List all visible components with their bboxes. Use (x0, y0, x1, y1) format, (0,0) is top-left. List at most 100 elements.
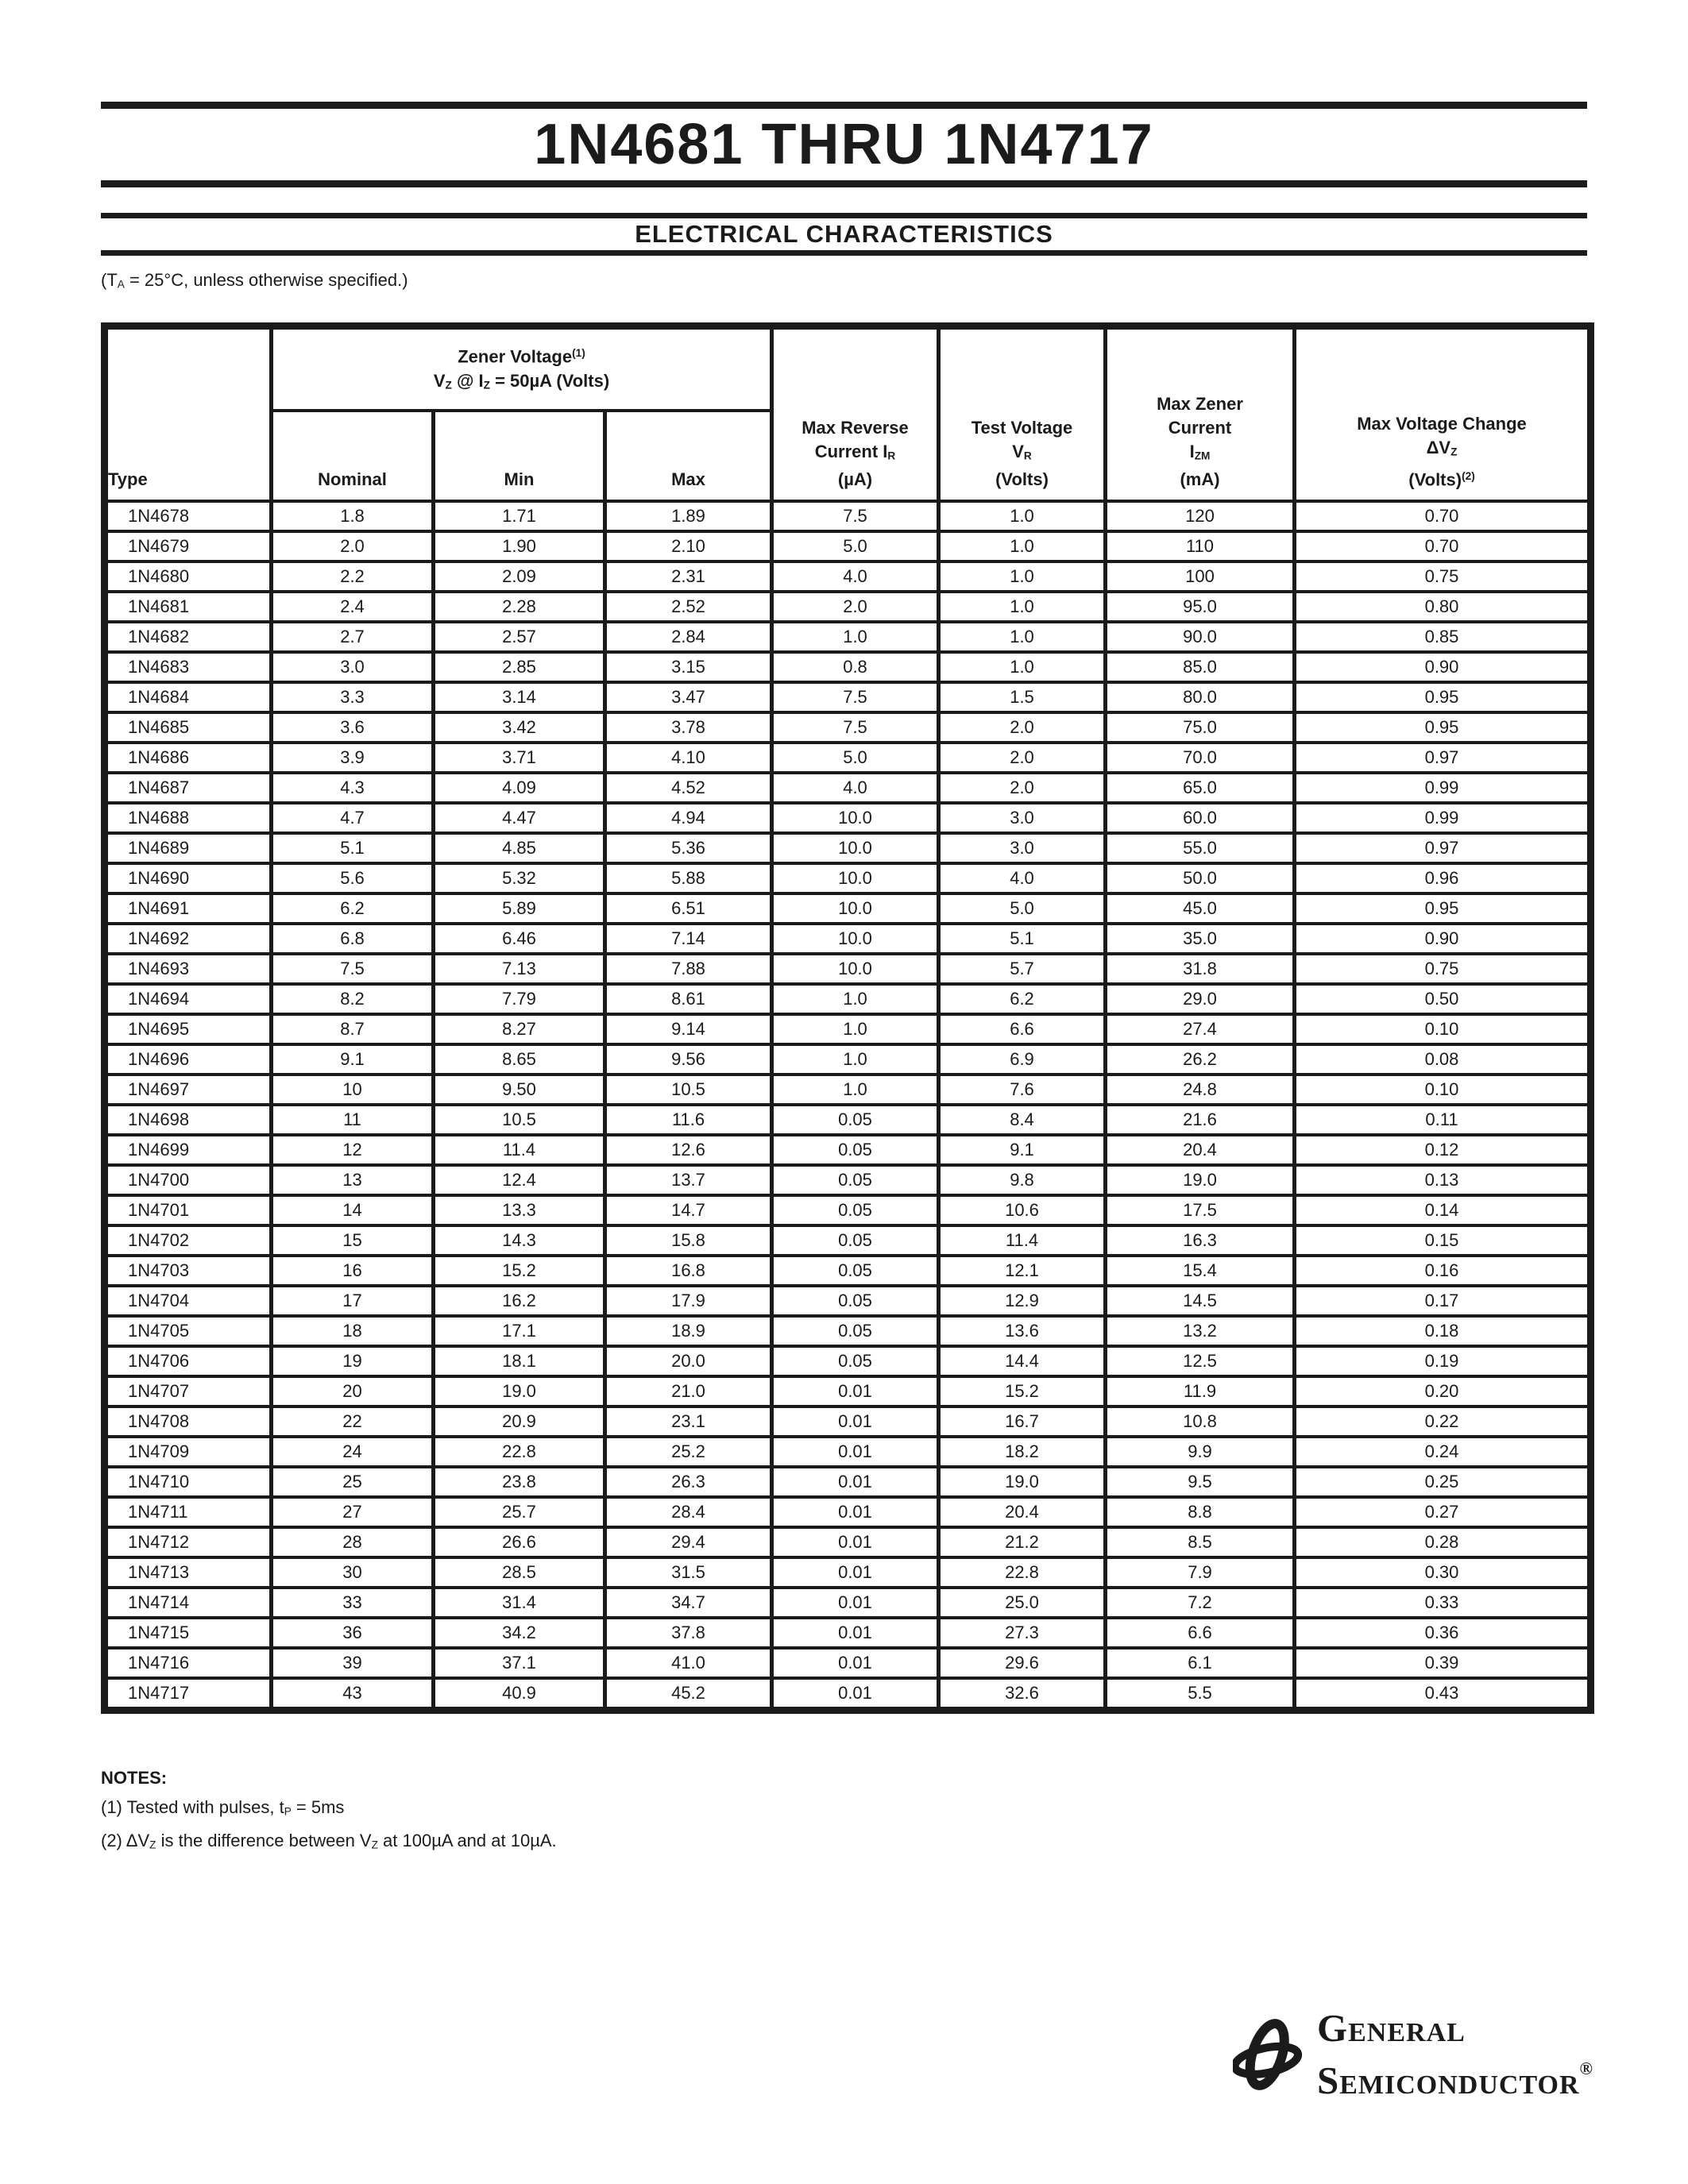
value-cell: 39 (269, 1646, 435, 1680)
value-cell: 29.0 (1103, 982, 1296, 1016)
value-cell: 0.99 (1292, 801, 1593, 835)
value-cell: 1.0 (770, 982, 941, 1016)
value-cell: 0.43 (1292, 1677, 1593, 1712)
type-cell: 1N4694 (102, 982, 273, 1016)
value-cell: 26.2 (1103, 1043, 1296, 1076)
value-cell: 4.10 (603, 741, 774, 774)
notes-section: NOTES: (1) Tested with pulses, tP = 5ms … (101, 1763, 1587, 1860)
value-cell: 0.05 (770, 1103, 941, 1136)
column-header-type: Type (102, 324, 273, 503)
value-cell: 2.85 (431, 650, 607, 684)
type-cell: 1N4700 (102, 1163, 273, 1197)
value-cell: 0.10 (1292, 1073, 1593, 1106)
value-cell: 5.1 (269, 832, 435, 865)
brand-line1: General (1317, 2006, 1466, 2050)
manufacturer-name: General Semiconductor® (1317, 2008, 1593, 2101)
value-cell: 0.50 (1292, 982, 1593, 1016)
value-cell: 65.0 (1103, 771, 1296, 805)
table-row: 1N4714 33 31.4 34.7 0.01 25.0 7.2 0.33 (102, 1586, 1593, 1619)
value-cell: 0.75 (1292, 560, 1593, 593)
value-cell: 85.0 (1103, 650, 1296, 684)
table-row: 1N4692 6.8 6.46 7.14 10.0 5.1 35.0 0.90 (102, 922, 1593, 955)
type-cell: 1N4705 (102, 1314, 273, 1348)
value-cell: 13.7 (603, 1163, 774, 1197)
table-row: 1N4680 2.2 2.09 2.31 4.0 1.0 100 0.75 (102, 560, 1593, 593)
value-cell: 2.0 (770, 590, 941, 623)
value-cell: 0.85 (1292, 620, 1593, 654)
table-row: 1N4704 17 16.2 17.9 0.05 12.9 14.5 0.17 (102, 1284, 1593, 1318)
value-cell: 31.4 (431, 1586, 607, 1619)
type-cell: 1N4706 (102, 1345, 273, 1378)
value-cell: 0.10 (1292, 1013, 1593, 1046)
table-row: 1N4708 22 20.9 23.1 0.01 16.7 10.8 0.22 (102, 1405, 1593, 1438)
spacer (101, 187, 1587, 213)
value-cell: 11.4 (937, 1224, 1107, 1257)
table-row: 1N4686 3.9 3.71 4.10 5.0 2.0 70.0 0.97 (102, 741, 1593, 774)
type-cell: 1N4704 (102, 1284, 273, 1318)
value-cell: 9.5 (1103, 1465, 1296, 1499)
value-cell: 95.0 (1103, 590, 1296, 623)
value-cell: 0.95 (1292, 681, 1593, 714)
value-cell: 1.89 (603, 500, 774, 533)
type-cell: 1N4709 (102, 1435, 273, 1468)
value-cell: 16 (269, 1254, 435, 1287)
value-cell: 4.85 (431, 832, 607, 865)
value-cell: 0.24 (1292, 1435, 1593, 1468)
table-row: 1N4691 6.2 5.89 6.51 10.0 5.0 45.0 0.95 (102, 892, 1593, 925)
type-cell: 1N4702 (102, 1224, 273, 1257)
value-cell: 2.0 (937, 771, 1107, 805)
value-cell: 9.9 (1103, 1435, 1296, 1468)
value-cell: 0.90 (1292, 922, 1593, 955)
value-cell: 9.1 (937, 1133, 1107, 1167)
value-cell: 50.0 (1103, 862, 1296, 895)
value-cell: 10 (269, 1073, 435, 1106)
value-cell: 15 (269, 1224, 435, 1257)
type-cell: 1N4711 (102, 1495, 273, 1529)
value-cell: 7.5 (770, 681, 941, 714)
value-cell: 2.0 (269, 530, 435, 563)
value-cell: 0.25 (1292, 1465, 1593, 1499)
value-cell: 0.05 (770, 1314, 941, 1348)
value-cell: 3.9 (269, 741, 435, 774)
value-cell: 43 (269, 1677, 435, 1712)
value-cell: 0.33 (1292, 1586, 1593, 1619)
value-cell: 0.20 (1292, 1375, 1593, 1408)
column-header-max-zener-current: Max Zener Current IZM (mA) (1103, 324, 1296, 503)
value-cell: 27.3 (937, 1616, 1107, 1650)
table-row: 1N4707 20 19.0 21.0 0.01 15.2 11.9 0.20 (102, 1375, 1593, 1408)
value-cell: 15.8 (603, 1224, 774, 1257)
value-cell: 4.47 (431, 801, 607, 835)
value-cell: 15.2 (431, 1254, 607, 1287)
value-cell: 3.47 (603, 681, 774, 714)
value-cell: 25.7 (431, 1495, 607, 1529)
value-cell: 10.0 (770, 952, 941, 986)
page-content: 1N4681 THRU 1N4717 ELECTRICAL CHARACTERI… (101, 0, 1594, 1860)
value-cell: 13.2 (1103, 1314, 1296, 1348)
value-cell: 2.31 (603, 560, 774, 593)
table-row: 1N4694 8.2 7.79 8.61 1.0 6.2 29.0 0.50 (102, 982, 1593, 1016)
value-cell: 0.01 (770, 1405, 941, 1438)
value-cell: 11.4 (431, 1133, 607, 1167)
value-cell: 0.90 (1292, 650, 1593, 684)
value-cell: 6.2 (937, 982, 1107, 1016)
type-cell: 1N4710 (102, 1465, 273, 1499)
table-row: 1N4690 5.6 5.32 5.88 10.0 4.0 50.0 0.96 (102, 862, 1593, 895)
manufacturer-logo: General Semiconductor® (1233, 2008, 1593, 2101)
value-cell: 7.5 (770, 711, 941, 744)
table-row: 1N4700 13 12.4 13.7 0.05 9.8 19.0 0.13 (102, 1163, 1593, 1197)
type-cell: 1N4717 (102, 1677, 273, 1712)
value-cell: 8.5 (1103, 1526, 1296, 1559)
value-cell: 41.0 (603, 1646, 774, 1680)
type-cell: 1N4678 (102, 500, 273, 533)
value-cell: 1.0 (937, 560, 1107, 593)
value-cell: 28.5 (431, 1556, 607, 1589)
type-cell: 1N4688 (102, 801, 273, 835)
value-cell: 0.01 (770, 1495, 941, 1529)
value-cell: 3.42 (431, 711, 607, 744)
value-cell: 6.9 (937, 1043, 1107, 1076)
table-row: 1N4715 36 34.2 37.8 0.01 27.3 6.6 0.36 (102, 1616, 1593, 1650)
table-row: 1N4712 28 26.6 29.4 0.01 21.2 8.5 0.28 (102, 1526, 1593, 1559)
value-cell: 3.0 (937, 801, 1107, 835)
value-cell: 2.0 (937, 741, 1107, 774)
value-cell: 14.3 (431, 1224, 607, 1257)
